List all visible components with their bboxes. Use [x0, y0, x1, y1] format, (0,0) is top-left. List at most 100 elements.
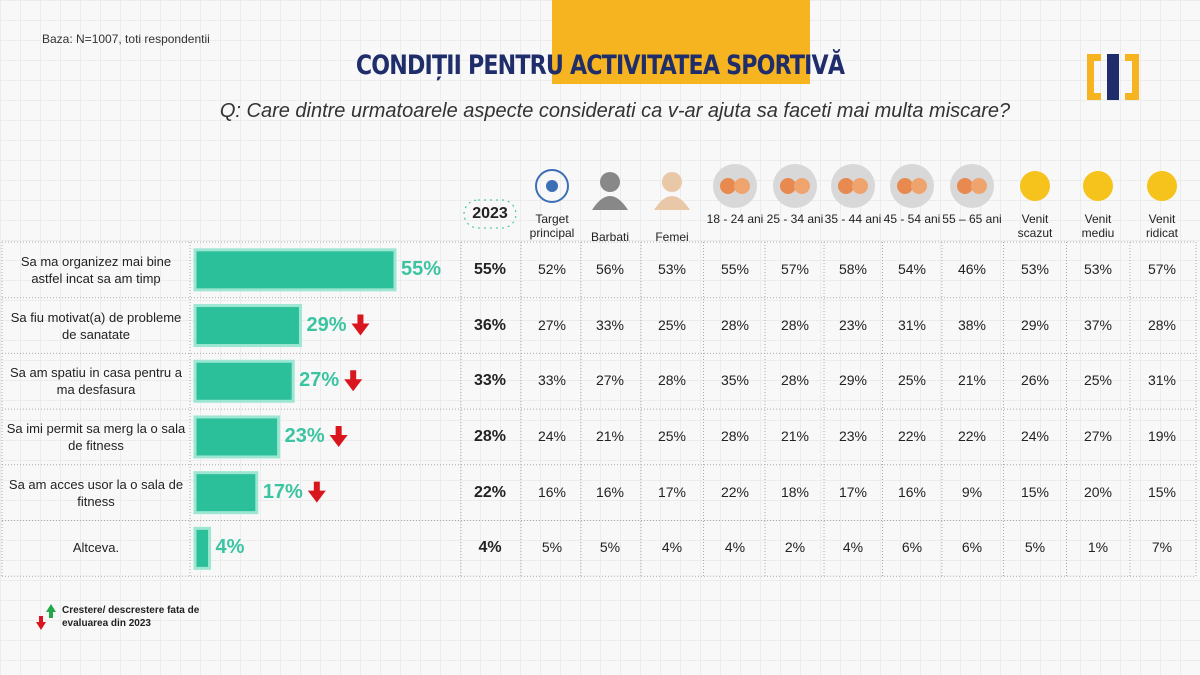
title-part: CONDIȚII PENTRU: [355, 50, 564, 81]
column-header: Venit scazut: [1017, 212, 1053, 240]
column-header: 25 - 34 ani: [766, 212, 824, 226]
people-icon: [838, 178, 854, 194]
table-cell: 29%: [838, 372, 868, 389]
people-icon: [852, 178, 868, 194]
table-cell: 37%: [1083, 316, 1113, 333]
table-cell: 57%: [1147, 260, 1177, 277]
table-cell: 4%: [724, 539, 746, 556]
table-cell: 7%: [1151, 539, 1173, 556]
base-note: Baza: N=1007, toti respondentii: [42, 32, 210, 46]
table-cell: 53%: [1020, 260, 1050, 277]
column-header: 35 - 44 ani: [824, 212, 882, 226]
person-icon: [654, 196, 690, 210]
table-cell: 18%: [780, 483, 810, 500]
bar: [193, 304, 302, 348]
value-label: 23%: [284, 424, 325, 447]
column-header: Femei: [655, 230, 689, 244]
table-cell: 15%: [1020, 483, 1050, 500]
table-cell: 35%: [720, 372, 750, 389]
row-label: Sa ma organizez mai bine astfel incat sa…: [20, 253, 172, 286]
table-cell: 53%: [1083, 260, 1113, 277]
table-cell: 4%: [478, 539, 502, 557]
title-highlight: [552, 0, 810, 84]
table-cell: 25%: [1083, 372, 1113, 389]
table-cell: 31%: [897, 316, 927, 333]
row-label: Sa am acces usor la o sala de fitness: [8, 476, 184, 509]
question: Q: Care dintre urmatoarele aspecte consi…: [219, 100, 1011, 122]
legend-note: Crestere/ descrestere fata de evaluarea …: [62, 605, 200, 629]
table-cell: 55%: [720, 260, 750, 277]
people-icon: [911, 178, 927, 194]
column-header: Barbati: [590, 230, 630, 244]
people-icon: [971, 178, 987, 194]
table-cell: 23%: [838, 427, 868, 444]
value-label: 55%: [401, 257, 442, 280]
row-label: Altceva.: [72, 540, 120, 556]
table-cell: 31%: [1147, 372, 1177, 389]
value-label: 17%: [262, 480, 303, 503]
table-cell: 52%: [537, 260, 567, 277]
table-cell: 22%: [720, 483, 750, 500]
table-cell: 28%: [657, 372, 687, 389]
table-cell: 15%: [1147, 483, 1177, 500]
table-cell: 53%: [657, 260, 687, 277]
table-cell: 24%: [537, 427, 567, 444]
table-cell: 33%: [595, 316, 625, 333]
table-cell: 28%: [780, 316, 810, 333]
table-cell: 28%: [720, 427, 750, 444]
person-icon: [592, 196, 628, 210]
people-icon: [720, 178, 736, 194]
table-cell: 22%: [897, 427, 927, 444]
trend-arrow: [329, 425, 348, 447]
bar: [193, 359, 295, 403]
logo: [1087, 54, 1139, 100]
legend-arrows: [36, 604, 56, 630]
table-cell: 4%: [661, 539, 683, 556]
coin-icon: [1020, 171, 1050, 201]
table-cell: 6%: [961, 539, 983, 556]
bar: [193, 526, 212, 570]
trend-arrow: [344, 370, 363, 392]
table-cell: 27%: [1083, 427, 1113, 444]
table-cell: 6%: [901, 539, 923, 556]
table-cell: 27%: [537, 316, 567, 333]
table-cell: 56%: [595, 260, 625, 277]
value-label: 29%: [306, 313, 347, 336]
bar: [193, 471, 259, 515]
table-cell: 21%: [957, 372, 987, 389]
table-cell: 17%: [657, 483, 687, 500]
table-cell: 21%: [780, 427, 810, 444]
value-label: 4%: [215, 536, 245, 559]
table-cell: 22%: [473, 483, 507, 501]
table-cell: 28%: [720, 316, 750, 333]
table-cell: 28%: [780, 372, 810, 389]
year-badge: [463, 199, 517, 229]
table-cell: 2%: [784, 539, 806, 556]
table-cell: 33%: [537, 372, 567, 389]
table-cell: 16%: [537, 483, 567, 500]
table-cell: 36%: [473, 316, 507, 334]
table-cell: 54%: [897, 260, 927, 277]
table-cell: 16%: [897, 483, 927, 500]
table-cell: 46%: [957, 260, 987, 277]
table-cell: 33%: [473, 372, 507, 390]
column-header: 45 - 54 ani: [883, 212, 941, 226]
column-header: 18 - 24 ani: [706, 212, 764, 226]
table-cell: 23%: [838, 316, 868, 333]
table-cell: 26%: [1020, 372, 1050, 389]
people-icon: [794, 178, 810, 194]
bar: [193, 248, 397, 292]
table-cell: 5%: [541, 539, 563, 556]
title: CONDIȚII PENTRU ACTIVITATEA SPORTIVĂ: [108, 50, 1092, 81]
year-header: 2023: [472, 205, 508, 222]
person-icon: [662, 172, 682, 192]
table-cell: 24%: [1020, 427, 1050, 444]
person-icon: [600, 172, 620, 192]
table-cell: 38%: [957, 316, 987, 333]
table-cell: 25%: [897, 372, 927, 389]
coin-icon: [1083, 171, 1113, 201]
table-cell: 25%: [657, 427, 687, 444]
title-part: ACTIVITATEA SPORTIVĂ: [569, 50, 845, 81]
table-cell: 28%: [1147, 316, 1177, 333]
